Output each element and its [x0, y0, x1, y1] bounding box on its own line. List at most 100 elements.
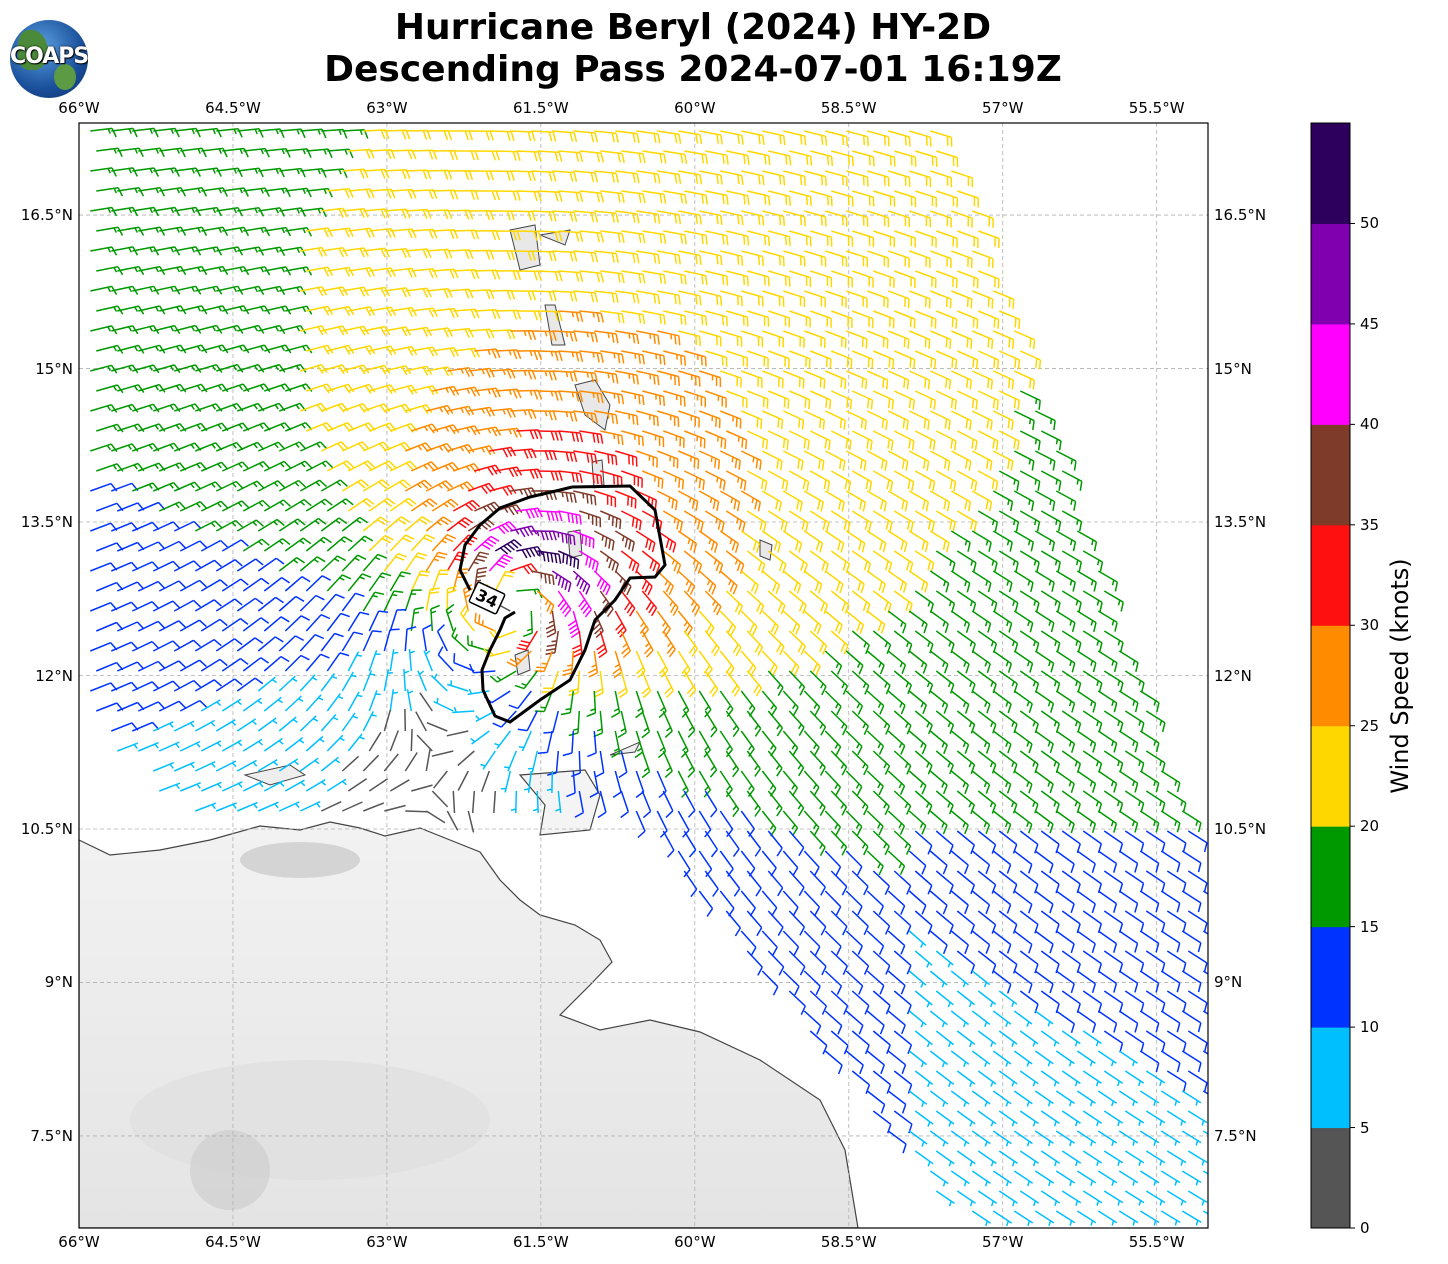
- wind-barb: [767, 830, 783, 857]
- wind-barb: [914, 870, 933, 895]
- wind-barb: [179, 659, 208, 672]
- wind-barb: [1034, 890, 1054, 914]
- wind-barb: [579, 150, 605, 163]
- wind-barb: [425, 480, 454, 492]
- wind-barb: [446, 516, 474, 532]
- wind-barb: [1118, 890, 1139, 913]
- wind-barb: [1097, 1170, 1118, 1186]
- wind-barb: [783, 210, 806, 227]
- wind-barb: [552, 290, 578, 302]
- wind-barb: [852, 150, 875, 167]
- wind-barb: [683, 550, 703, 574]
- wind-barb: [783, 130, 807, 146]
- wind-barb: [237, 363, 265, 373]
- wind-barb: [935, 510, 956, 532]
- wind-barb: [1118, 930, 1139, 953]
- wind-barb: [1187, 950, 1208, 973]
- wind-barb: [761, 690, 778, 717]
- wind-barb: [845, 410, 867, 430]
- wind-barb: [1097, 1050, 1117, 1067]
- wind-barb: [159, 383, 187, 393]
- wind-barb: [720, 410, 742, 429]
- wind-barb: [615, 490, 637, 509]
- wind-barb: [746, 670, 763, 697]
- wind-barb: [495, 388, 522, 399]
- wind-barb: [992, 970, 1012, 994]
- wind-barb: [656, 650, 669, 678]
- wind-barb: [914, 910, 933, 935]
- wind-barb: [978, 270, 1000, 289]
- wind-barb: [320, 555, 347, 572]
- wind-barb: [914, 990, 933, 1008]
- wind-barb: [468, 170, 495, 181]
- wind-barb: [636, 450, 658, 468]
- wind-barb: [936, 230, 958, 248]
- wind-barb: [1061, 1070, 1081, 1087]
- wind-barb: [594, 250, 619, 263]
- wind-barb: [341, 516, 369, 532]
- wind-barb: [599, 550, 620, 574]
- wind-barb: [846, 170, 869, 187]
- wind-barb: [824, 890, 842, 916]
- wind-barb: [404, 516, 431, 532]
- wind-barb: [971, 1210, 992, 1227]
- wind-barb: [872, 590, 892, 614]
- wind-barb: [96, 344, 124, 354]
- wind-barb: [1097, 1010, 1118, 1033]
- wind-barb: [237, 324, 265, 334]
- wind-barb: [179, 740, 201, 752]
- wind-barb: [950, 490, 972, 512]
- wind-barb: [704, 750, 718, 778]
- wind-barb: [446, 730, 469, 737]
- wind-barb: [594, 290, 619, 304]
- wind-barb: [96, 423, 124, 433]
- wind-barb: [677, 530, 698, 553]
- wind-barb: [299, 674, 318, 692]
- wind-barb: [242, 697, 263, 712]
- wind-barb: [641, 790, 652, 819]
- wind-barb: [1124, 910, 1145, 933]
- wind-barb: [1082, 590, 1103, 612]
- wind-barb: [1139, 1170, 1160, 1186]
- wind-barb: [1166, 1190, 1187, 1206]
- wind-barb: [430, 673, 448, 692]
- wind-barb: [935, 1150, 955, 1167]
- wind-barb: [1166, 1110, 1187, 1126]
- wind-barb: [306, 383, 334, 394]
- wind-barb: [158, 540, 187, 552]
- wind-barb: [489, 170, 515, 181]
- wind-barb: [950, 890, 969, 915]
- colorbar-segment: [1311, 826, 1350, 928]
- wind-barb: [257, 636, 284, 652]
- wind-barb: [369, 384, 397, 395]
- wind-barb: [851, 870, 869, 896]
- wind-barb: [935, 390, 957, 410]
- wind-barb: [1076, 1090, 1096, 1107]
- wind-barb: [523, 610, 533, 638]
- wind-barb: [746, 710, 762, 737]
- wind-barb: [620, 590, 636, 617]
- wind-barb: [579, 390, 604, 404]
- wind-barb: [537, 470, 563, 481]
- colorbar-segment: [1311, 223, 1350, 325]
- wind-barb: [555, 790, 562, 813]
- wind-barb: [888, 210, 911, 228]
- wind-barb: [636, 410, 659, 427]
- wind-barb: [830, 550, 851, 574]
- wind-barb: [1103, 1070, 1124, 1087]
- wind-barb: [221, 781, 243, 792]
- wind-barb: [1103, 1110, 1124, 1127]
- wind-barb: [215, 480, 244, 492]
- wind-barb: [641, 590, 658, 617]
- wind-barb: [446, 585, 457, 612]
- wind-barb: [719, 690, 734, 718]
- wind-barb: [977, 1030, 997, 1047]
- wind-barb: [992, 570, 1013, 593]
- wind-barb: [431, 750, 454, 757]
- wind-barb: [531, 330, 557, 341]
- wind-barb: [1034, 850, 1054, 874]
- wind-barb: [153, 127, 180, 138]
- wind-barb: [523, 770, 533, 793]
- wind-barb: [1145, 910, 1166, 933]
- wind-barb: [950, 1010, 970, 1028]
